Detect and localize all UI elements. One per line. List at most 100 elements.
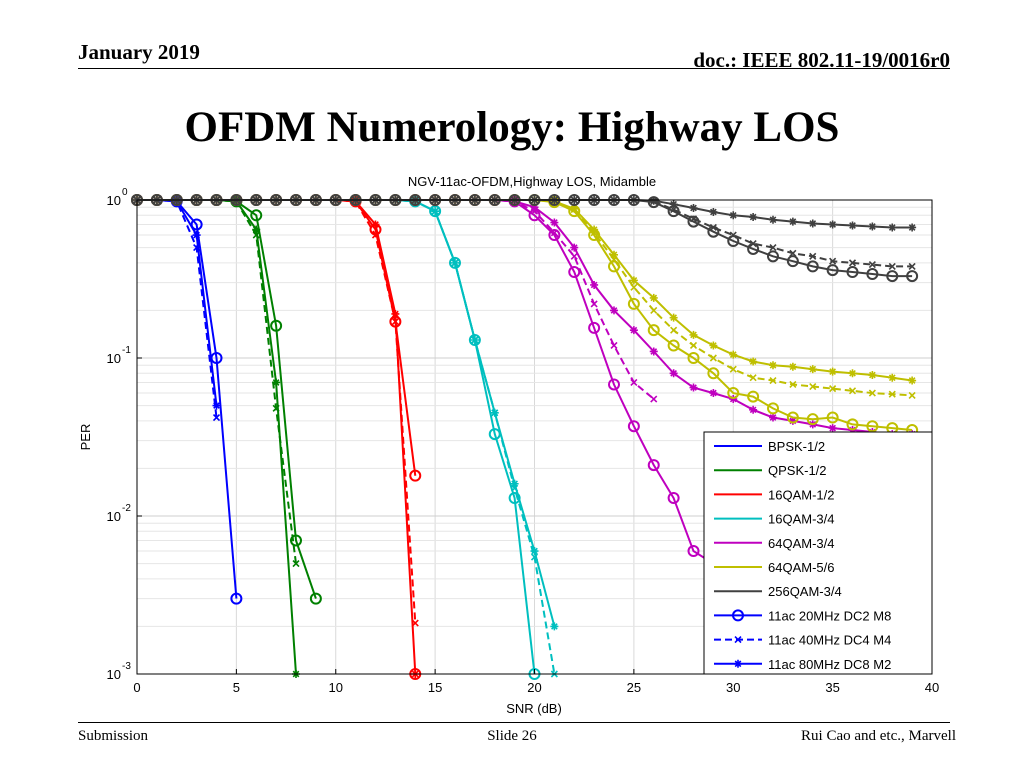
legend-label: BPSK-1/2 [768, 439, 825, 454]
x-marker [848, 259, 857, 267]
legend-label: 256QAM-3/4 [768, 584, 842, 599]
star-marker [391, 309, 400, 318]
x-marker [610, 341, 618, 350]
circle-marker [786, 255, 799, 268]
x-tick-label: 0 [133, 680, 140, 695]
star-marker [749, 405, 758, 414]
star-marker [649, 196, 658, 205]
star-marker [669, 200, 678, 209]
x-tick-label: 15 [428, 680, 442, 695]
star-marker [371, 220, 380, 229]
x-marker [550, 229, 558, 237]
y-tick-label-base: 10 [107, 351, 121, 366]
circle-marker [906, 270, 919, 283]
legend-entry: 11ac 40MHz DC4 M4 [714, 633, 891, 648]
x-marker [789, 249, 797, 257]
circle-marker [409, 469, 422, 482]
circle-marker [667, 491, 680, 504]
star-marker [550, 218, 559, 227]
y-tick-label-base: 10 [107, 667, 121, 682]
star-marker [610, 250, 618, 259]
legend-label: 64QAM-3/4 [768, 536, 834, 551]
circle-marker [786, 411, 799, 424]
circle-marker [270, 319, 283, 332]
star-marker [868, 222, 877, 231]
legend-entry: QPSK-1/2 [714, 463, 827, 478]
x-marker [590, 300, 598, 308]
circle-marker [190, 218, 203, 231]
star-marker [749, 357, 758, 366]
x-marker [670, 205, 678, 214]
star-marker [550, 622, 559, 631]
circle-marker [846, 418, 859, 431]
circle-marker [230, 592, 243, 605]
x-marker [789, 380, 797, 389]
circle-marker [806, 260, 819, 273]
star-marker [709, 207, 718, 216]
star-marker [908, 223, 917, 232]
star-marker [590, 225, 599, 234]
x-marker [908, 262, 916, 270]
circle-marker [687, 545, 700, 558]
legend-entry: 16QAM-1/2 [714, 487, 834, 502]
star-marker [689, 330, 698, 339]
star-marker [610, 306, 618, 315]
star-marker [530, 547, 539, 556]
x-marker [829, 257, 837, 265]
x-marker [709, 223, 717, 232]
legend-entry: 16QAM-3/4 [714, 512, 834, 527]
circle-marker [429, 205, 442, 218]
legend-label: 16QAM-1/2 [768, 487, 834, 502]
star-marker [629, 326, 638, 335]
x-marker [908, 391, 916, 399]
x-marker [848, 387, 857, 395]
x-marker [292, 559, 300, 568]
star-marker [649, 293, 658, 302]
star-marker [769, 215, 777, 224]
x-marker [769, 376, 777, 385]
star-marker [689, 383, 698, 392]
star-marker [272, 378, 281, 387]
star-marker [828, 424, 837, 433]
circle-marker [627, 420, 640, 433]
star-marker [590, 280, 599, 289]
star-marker [689, 203, 698, 212]
header-rule [78, 68, 950, 69]
y-tick-label-exp: -3 [122, 661, 131, 672]
circle-marker [687, 352, 700, 364]
star-marker [530, 203, 539, 212]
circle-marker [866, 420, 879, 433]
x-marker [689, 341, 698, 350]
star-marker [669, 313, 678, 322]
star-marker [769, 361, 777, 370]
legend-entry: 64QAM-3/4 [714, 536, 834, 551]
y-tick-label-base: 10 [107, 193, 121, 208]
star-marker [729, 350, 738, 359]
circle-marker [468, 333, 481, 346]
circle-marker [667, 339, 680, 352]
x-tick-label: 5 [233, 680, 240, 695]
x-marker [868, 261, 876, 269]
legend-label: 16QAM-3/4 [768, 512, 834, 527]
x-tick-label: 30 [726, 680, 740, 695]
legend-entry: 11ac 20MHz DC2 M8 [714, 608, 891, 623]
legend-label: 64QAM-5/6 [768, 560, 834, 575]
star-marker [212, 401, 221, 410]
x-marker [734, 636, 742, 644]
x-marker [888, 262, 896, 270]
x-marker [749, 239, 757, 248]
star-marker [649, 347, 658, 356]
star-marker [888, 223, 897, 232]
star-marker [470, 335, 479, 344]
star-marker [570, 243, 579, 252]
star-marker [908, 376, 917, 385]
circle-marker [846, 266, 859, 279]
footer-submission: Submission [78, 728, 149, 744]
slide-title: OFDM Numerology: Highway LOS [184, 104, 840, 151]
star-marker [788, 416, 797, 425]
legend-label: 11ac 20MHz DC2 M8 [768, 608, 891, 623]
x-marker [809, 252, 817, 260]
x-marker [809, 382, 817, 391]
x-marker [729, 365, 737, 373]
